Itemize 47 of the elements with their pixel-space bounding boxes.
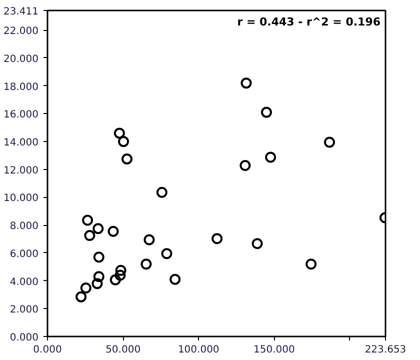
point	[140, 258, 152, 270]
point	[93, 252, 104, 263]
y-tick-label: 6.000	[10, 248, 39, 260]
annotation: r = 0.443 - r^2 = 0.196	[237, 16, 381, 28]
point	[110, 274, 121, 286]
x-tick-label: 150.000	[254, 344, 295, 356]
point	[108, 226, 119, 237]
y-tick-label: 20.000	[4, 54, 39, 65]
point	[144, 234, 155, 246]
point	[161, 248, 172, 260]
point	[118, 136, 130, 148]
point	[240, 160, 251, 171]
point	[306, 258, 317, 270]
point	[92, 223, 104, 234]
y-tick-label: 18.000	[4, 82, 39, 93]
point	[121, 153, 132, 164]
point	[212, 233, 223, 244]
y-tick-label: 16.000	[4, 110, 39, 121]
y-tick-label: 4.000	[10, 276, 39, 288]
y-tick-label: 23.411	[4, 6, 39, 18]
y-tick-label: 8.000	[10, 221, 39, 232]
point	[156, 186, 168, 198]
y-tick-label: 22.000	[4, 26, 39, 38]
point	[252, 238, 263, 250]
point	[240, 78, 252, 89]
point	[114, 128, 125, 139]
y-tick-label: 10.000	[4, 193, 39, 204]
point	[76, 291, 87, 302]
y-tick-label: 12.000	[4, 165, 39, 176]
point	[82, 214, 94, 226]
point	[114, 270, 126, 281]
y-tick-label: 2.000	[10, 304, 39, 316]
x-tick-label: 223.653	[364, 344, 406, 356]
x-tick-label: 50.000	[106, 344, 141, 356]
point	[265, 152, 276, 163]
point	[115, 264, 126, 276]
point	[170, 274, 181, 285]
y-tick-label: 0.000	[10, 332, 39, 344]
point	[92, 278, 103, 290]
point	[84, 230, 96, 242]
point	[260, 106, 272, 118]
point	[93, 271, 104, 282]
x-tick-label: 0.000	[33, 344, 62, 356]
point	[324, 136, 336, 148]
x-tick-label: 100.000	[178, 344, 220, 356]
point	[80, 282, 92, 294]
y-tick-label: 14.000	[4, 138, 39, 149]
